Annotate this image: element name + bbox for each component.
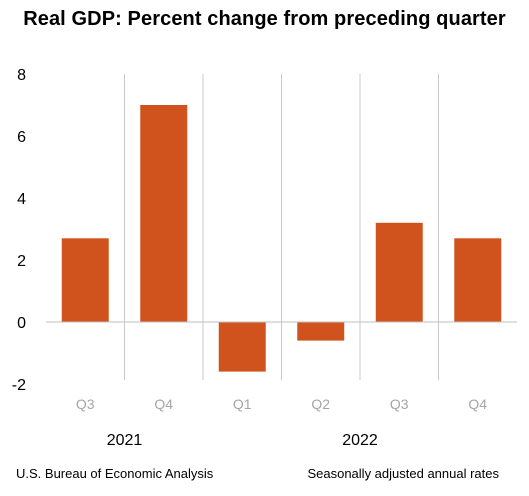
x-tick-label: Q1 <box>233 396 252 412</box>
bar-4 <box>375 222 423 322</box>
bar-0 <box>61 238 109 322</box>
x-tick-label: Q3 <box>390 396 409 412</box>
x-tick-label: Q4 <box>154 396 173 412</box>
bars <box>61 105 502 372</box>
y-tick-label: -2 <box>12 377 26 394</box>
bar-2 <box>218 322 266 372</box>
y-tick-label: 6 <box>17 129 26 146</box>
y-tick-label: 8 <box>17 67 26 84</box>
y-tick-label: 2 <box>17 253 26 270</box>
year-label: 2021 <box>107 432 143 449</box>
note-label: Seasonally adjusted annual rates <box>307 466 499 481</box>
source-label: U.S. Bureau of Economic Analysis <box>16 466 214 481</box>
y-axis-ticks: 8 6 4 2 0 -2 <box>12 67 26 394</box>
chart-title: Real GDP: Percent change from preceding … <box>23 8 506 30</box>
y-tick-label: 4 <box>17 191 26 208</box>
x-tick-label: Q4 <box>468 396 487 412</box>
x-axis-ticks: Q3 Q4 Q1 Q2 Q3 Q4 <box>76 396 487 412</box>
x-tick-label: Q2 <box>311 396 330 412</box>
bar-5 <box>454 238 502 322</box>
bar-1 <box>140 105 188 322</box>
year-labels: 2021 2022 <box>107 432 378 449</box>
quarter-separators <box>124 74 439 380</box>
x-tick-label: Q3 <box>76 396 95 412</box>
year-label: 2022 <box>342 432 378 449</box>
y-tick-label: 0 <box>17 315 26 332</box>
bar-3 <box>297 322 345 341</box>
